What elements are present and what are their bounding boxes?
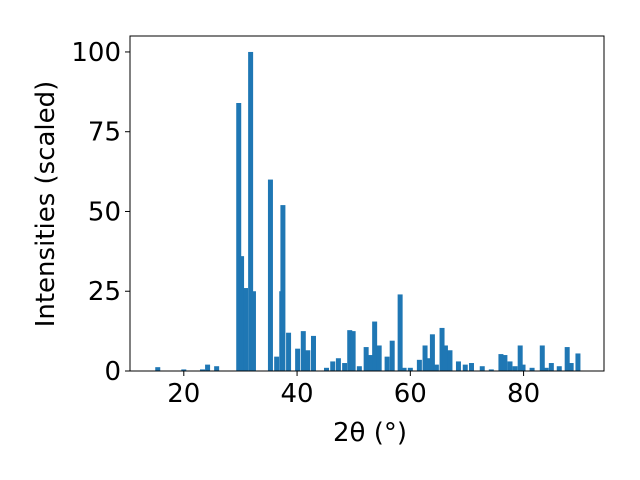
bar: [330, 361, 336, 371]
y-tick-label: 100: [71, 38, 121, 68]
bar: [267, 179, 273, 371]
bar: [543, 367, 549, 371]
bar: [498, 354, 504, 371]
bar: [488, 369, 494, 371]
bar: [181, 369, 187, 371]
bar: [274, 356, 280, 371]
bar: [529, 367, 535, 371]
bar: [502, 355, 508, 371]
bar: [468, 363, 474, 371]
bar: [462, 364, 468, 371]
x-tick-label: 40: [281, 379, 314, 409]
bar: [512, 366, 518, 371]
y-tick-label: 50: [88, 197, 121, 227]
bar: [442, 345, 448, 371]
bar: [350, 331, 356, 371]
bar: [199, 369, 205, 371]
y-tick-label: 0: [104, 357, 121, 387]
bar: [368, 355, 374, 371]
bar: [429, 334, 435, 371]
bar: [236, 103, 242, 371]
bar: [517, 345, 523, 371]
bar: [520, 364, 526, 371]
bar: [447, 350, 453, 371]
bar: [556, 366, 562, 371]
bar: [422, 345, 428, 371]
bar: [248, 51, 254, 371]
bar: [250, 291, 256, 371]
bar: [575, 353, 581, 371]
bar: [564, 347, 570, 371]
y-axis-label: Intensities (scaled): [31, 81, 61, 328]
bar: [384, 356, 390, 371]
bar: [389, 340, 395, 371]
bar: [376, 345, 382, 371]
plot-frame: [129, 35, 605, 372]
bar: [539, 345, 545, 371]
bar: [548, 363, 554, 371]
bar: [342, 363, 348, 371]
bar: [479, 366, 485, 371]
bar: [324, 367, 330, 371]
bar: [300, 331, 306, 371]
y-tick-label: 25: [88, 277, 121, 307]
bar: [305, 350, 311, 371]
bar: [155, 367, 161, 371]
bar: [568, 363, 574, 371]
bar: [239, 256, 245, 371]
bar: [214, 366, 220, 371]
bar: [372, 321, 378, 371]
bar: [416, 359, 422, 371]
bar: [295, 348, 301, 371]
bar: [507, 361, 513, 371]
y-tick-label: 75: [88, 118, 121, 148]
bar: [243, 288, 249, 371]
bar: [363, 347, 369, 371]
bar: [439, 327, 445, 371]
bar: [397, 294, 403, 371]
bar: [425, 358, 431, 371]
bar: [205, 364, 211, 371]
x-tick-label: 20: [167, 379, 200, 409]
bar: [286, 332, 292, 371]
bar: [347, 330, 353, 371]
bar: [280, 205, 286, 371]
bar: [335, 358, 341, 371]
bar: [356, 366, 362, 371]
bar: [401, 367, 407, 371]
bar: [407, 367, 413, 371]
x-tick-label: 80: [507, 379, 540, 409]
bar: [455, 361, 461, 371]
x-axis-label: 2θ (°): [333, 418, 407, 448]
x-tick-label: 60: [394, 379, 427, 409]
bar: [433, 364, 439, 371]
bar: [310, 335, 316, 371]
